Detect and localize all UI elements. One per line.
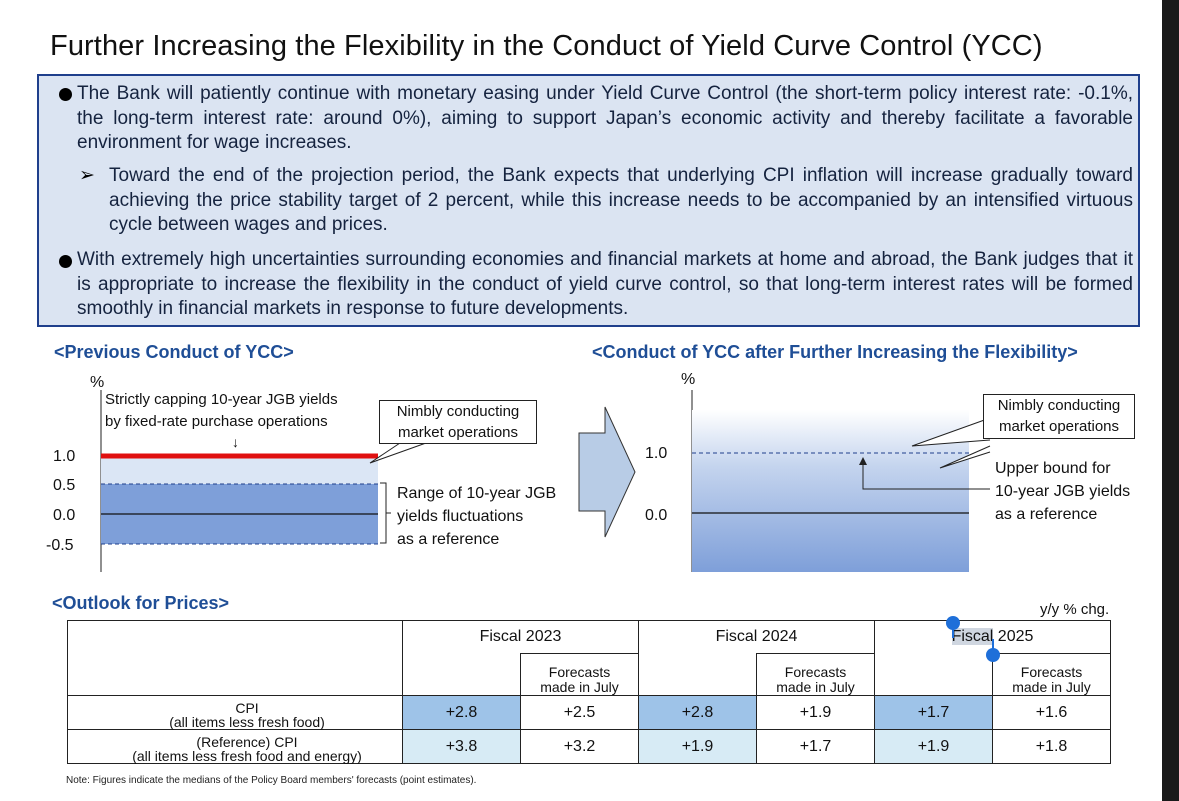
summary-sub-1: Toward the end of the projection period,… [109, 165, 1133, 235]
upper-bound-label: Upper bound for 10-year JGB yields as a … [995, 460, 1131, 523]
previous-tick-3: 0.0 [53, 507, 76, 524]
table-row: (Reference) CPI (all items less fresh foo… [67, 729, 1111, 764]
down-arrow-icon: ↓ [232, 434, 239, 450]
value-cell: +1.7 [756, 729, 875, 764]
value-cell: +2.8 [402, 695, 521, 730]
transition-arrow-icon [578, 406, 636, 538]
bullet-dot [59, 88, 72, 101]
footnote: Note: Figures indicate the medians of th… [66, 775, 477, 786]
previous-tick-4: -0.5 [46, 537, 74, 554]
table-cell [874, 653, 993, 696]
summary-box: The Bank will patiently continue with mo… [37, 74, 1140, 327]
previous-tick-2: 0.5 [53, 477, 76, 494]
table-corner [67, 620, 403, 696]
previous-unit: % [90, 374, 105, 391]
selection-end-handle [986, 648, 1000, 662]
selection-handles[interactable] [940, 612, 1000, 666]
forecast-header: Forecasts made in July [992, 653, 1111, 696]
value-cell: +1.6 [992, 695, 1111, 730]
previous-tick-1: 1.0 [53, 448, 76, 465]
row-label: (Reference) CPI (all items less fresh foo… [67, 729, 403, 764]
value-cell: +2.8 [638, 695, 757, 730]
selection-start-handle [946, 616, 960, 630]
summary-bullet-1: The Bank will patiently continue with mo… [77, 83, 1133, 153]
fiscal-2023-header: Fiscal 2023 [402, 620, 639, 654]
after-range-band [692, 410, 969, 572]
forecast-header: Forecasts made in July [756, 653, 875, 696]
value-cell: +3.2 [520, 729, 639, 764]
value-cell: +1.9 [638, 729, 757, 764]
range-label: Range of 10-year JGB yields fluctuations… [397, 485, 557, 548]
value-cell: +3.8 [402, 729, 521, 764]
arrow-bullet-icon: ➢ [79, 165, 95, 186]
page-title: Further Increasing the Flexibility in th… [50, 30, 1043, 62]
previous-ycc-heading: <Previous Conduct of YCC> [54, 342, 294, 362]
after-tick-1: 1.0 [645, 445, 668, 462]
outlook-heading: <Outlook for Prices> [52, 593, 230, 613]
after-unit: % [681, 371, 696, 388]
row-label: CPI (all items less fresh food) [67, 695, 403, 730]
value-cell: +2.5 [520, 695, 639, 730]
price-outlook-table: Fiscal 2023 Fiscal 2024 Fiscal 2025 Fore… [67, 620, 1111, 764]
unit-note: y/y % chg. [1040, 601, 1110, 618]
bullet-dot [59, 255, 72, 268]
after-ycc-heading: <Conduct of YCC after Further Increasing… [592, 342, 1078, 362]
summary-bullet-2: With extremely high uncertainties surrou… [77, 249, 1133, 319]
value-cell: +1.9 [874, 729, 993, 764]
after-tick-2: 0.0 [645, 507, 668, 524]
table-cell [402, 653, 521, 696]
table-cell [638, 653, 757, 696]
table-row: CPI (all items less fresh food) +2.8 +2.5… [67, 695, 1111, 730]
forecast-header: Forecasts made in July [520, 653, 639, 696]
window-edge [1162, 0, 1179, 801]
value-cell: +1.9 [756, 695, 875, 730]
fiscal-2024-header: Fiscal 2024 [638, 620, 875, 654]
value-cell: +1.8 [992, 729, 1111, 764]
previous-callout: Nimbly conducting market operations [379, 400, 537, 444]
after-callout: Nimbly conducting market operations [983, 394, 1135, 439]
selected-text[interactable]: Fiscal [951, 628, 994, 645]
cap-label: Strictly capping 10-year JGB yields by f… [105, 391, 338, 430]
value-cell: +1.7 [874, 695, 993, 730]
